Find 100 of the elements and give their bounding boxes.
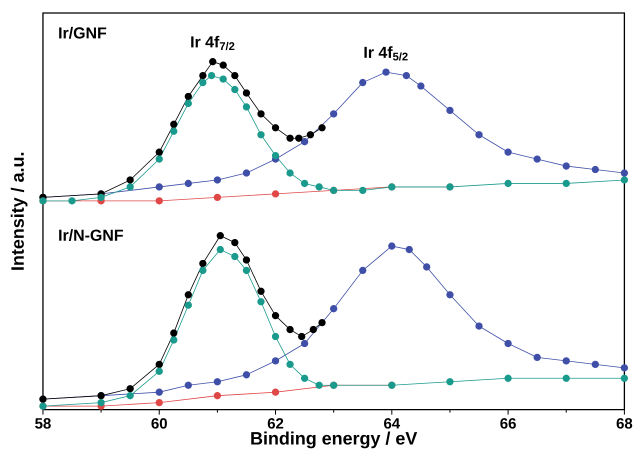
point [318, 319, 326, 326]
point [231, 253, 238, 260]
point [300, 180, 308, 188]
point [214, 378, 222, 386]
point [300, 374, 308, 382]
point [231, 72, 238, 80]
point [184, 93, 192, 100]
point [208, 72, 216, 80]
point [318, 124, 326, 132]
point [170, 120, 178, 128]
point [402, 72, 410, 80]
point [257, 288, 265, 296]
x-tick-label: 60 [151, 418, 167, 429]
x-tick-label: 58 [35, 418, 51, 429]
point [156, 197, 163, 205]
point [272, 357, 280, 365]
point [359, 267, 366, 274]
point [504, 148, 512, 156]
point [242, 90, 250, 97]
point [446, 291, 454, 299]
point [330, 110, 338, 118]
point [330, 305, 338, 313]
point [592, 166, 599, 174]
x-tick-label: 66 [500, 418, 516, 429]
point [126, 392, 134, 400]
point [286, 134, 294, 142]
point [220, 76, 227, 83]
point [359, 187, 366, 194]
point [417, 82, 425, 90]
point [214, 176, 222, 184]
point [562, 357, 570, 365]
point [272, 190, 280, 198]
point [620, 374, 628, 382]
point [216, 232, 224, 240]
point [220, 62, 227, 70]
point [97, 399, 105, 407]
point [272, 388, 280, 396]
point [359, 79, 366, 86]
point [298, 333, 306, 340]
point [306, 131, 314, 139]
point [156, 156, 163, 163]
x-tick-label: 68 [616, 418, 632, 429]
text: Ir/GNF [59, 27, 106, 39]
point [423, 264, 430, 271]
point [97, 194, 105, 202]
point [257, 298, 265, 306]
point [475, 322, 483, 330]
point [216, 246, 224, 254]
point [286, 170, 294, 177]
point [156, 148, 163, 156]
point [242, 256, 250, 264]
point [286, 326, 294, 334]
point [504, 374, 512, 382]
point [184, 100, 192, 108]
point [257, 110, 265, 118]
point [300, 340, 308, 348]
point [562, 180, 570, 188]
point [272, 312, 280, 320]
point [388, 242, 396, 250]
point [184, 382, 192, 390]
point [184, 302, 192, 310]
point [170, 330, 178, 337]
point [286, 360, 294, 368]
point [406, 246, 413, 254]
x-tick-label: 62 [268, 418, 284, 429]
point [184, 291, 192, 299]
point [504, 180, 512, 188]
point [214, 392, 222, 400]
point [156, 360, 163, 368]
point [199, 72, 206, 80]
point [242, 371, 250, 379]
point [68, 197, 76, 205]
point [315, 382, 323, 390]
point [156, 184, 163, 191]
point [592, 360, 599, 368]
point [126, 385, 134, 393]
point [382, 68, 390, 76]
point [315, 184, 323, 191]
point [126, 176, 134, 184]
point [209, 58, 216, 66]
annotation: Ir 4f$_{5/2}$ [364, 46, 408, 61]
point [475, 131, 483, 139]
point [170, 128, 178, 136]
annotation: Ir 4f$_{7/2}$ [191, 36, 234, 50]
point [199, 267, 206, 274]
point [534, 354, 541, 362]
point [242, 267, 250, 274]
point [242, 170, 250, 177]
point [126, 184, 134, 191]
point [562, 162, 570, 170]
point [156, 399, 163, 407]
point [199, 260, 206, 268]
point [446, 106, 454, 114]
point [199, 79, 206, 86]
point [446, 378, 454, 386]
point [214, 194, 222, 202]
y-axis-title: Intensity / a.u. [10, 153, 28, 270]
point [242, 104, 250, 111]
point [272, 124, 280, 132]
point [257, 131, 265, 139]
